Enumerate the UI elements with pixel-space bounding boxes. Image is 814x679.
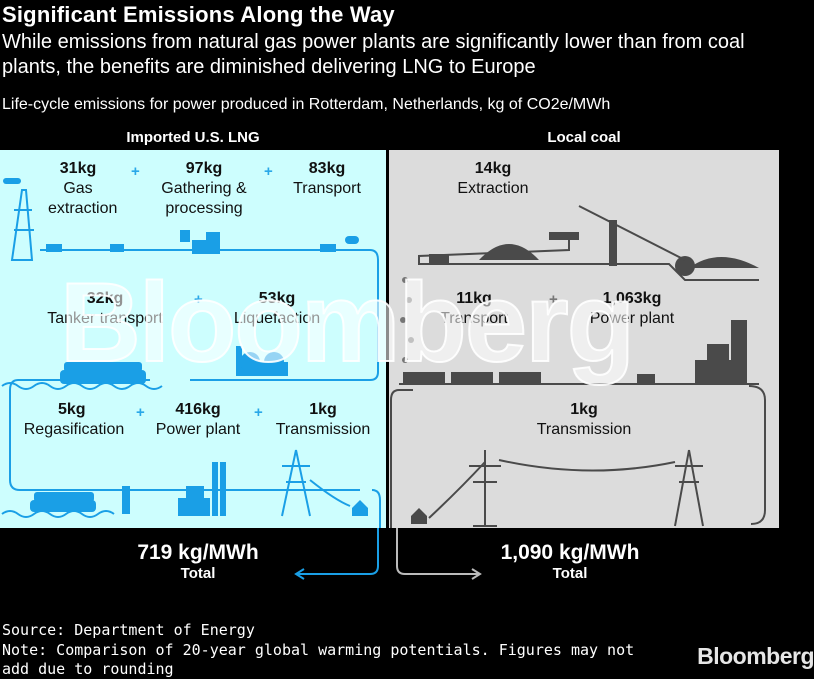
coal-total-label: Total	[552, 565, 588, 582]
coal-illustration	[390, 205, 766, 528]
cloud-icon	[3, 178, 21, 184]
stage-value: 14kg	[474, 160, 512, 177]
lng-total-value: 719 kg/MWh	[137, 541, 259, 564]
transmission-tower-icon	[281, 449, 351, 517]
coal-power-plant-icon	[695, 360, 735, 384]
house-icon	[411, 508, 427, 524]
stage-label: Tanker transport	[47, 310, 163, 327]
stage-value: 32kg	[86, 290, 124, 307]
pipeline-flow-line	[40, 249, 379, 381]
lng-stage-transmission: 1kg Transmission	[268, 400, 378, 440]
plus-sign: +	[194, 291, 203, 308]
coal-panel: 14kg Extraction 11kg Transport + 1,063kg…	[389, 150, 779, 528]
plus-sign: +	[254, 404, 263, 421]
chart-subtitle: While emissions from natural gas power p…	[2, 31, 745, 78]
coal-stage-power-plant: 1,063kg Power plant	[579, 289, 685, 329]
ground-line	[418, 236, 759, 281]
plus-sign: +	[549, 291, 558, 308]
lng-stage-power-plant: 416kg Power plant	[148, 400, 248, 440]
coal-stage-transport: 11kg Transport	[429, 289, 519, 329]
stage-label: Transport	[293, 180, 361, 197]
footnote: Note: Comparison of 20-year global warmi…	[2, 641, 635, 678]
lng-heading: Imported U.S. LNG	[126, 129, 260, 146]
chart-title: Significant Emissions Along the Way	[2, 2, 395, 27]
lng-illustration	[1, 178, 381, 528]
stage-label: Gathering & processing	[161, 180, 247, 217]
stage-value: 5kg	[58, 401, 86, 418]
processing-plant-icon	[192, 240, 220, 254]
coal-stage-extraction: 14kg Extraction	[441, 159, 545, 199]
flow-arrow-line	[390, 389, 413, 528]
lng-stage-gathering: 97kg Gathering & processing	[148, 159, 260, 219]
lng-total-arrow	[298, 528, 379, 575]
lng-stage-liquefaction: 53kg Liquefaction	[222, 289, 332, 329]
stage-label: Power plant	[155, 421, 241, 438]
stage-value: 11kg	[456, 290, 492, 307]
coal-total: 1,090 kg/MWh Total	[490, 541, 650, 582]
total-arrows	[294, 528, 482, 580]
stage-label: Gas extraction	[48, 180, 118, 217]
stage-value: 1kg	[309, 401, 337, 418]
units-caption: Life-cycle emissions for power produced …	[2, 96, 611, 113]
stage-label: Liquefaction	[233, 310, 321, 327]
pipeline-flow-line-lower	[9, 379, 360, 491]
lng-total-label: Total	[180, 565, 216, 582]
source-note: Source: Department of Energy	[2, 621, 255, 639]
excavator-wheel-icon	[675, 256, 695, 276]
lng-stage-tanker: 32kg Tanker transport	[32, 289, 178, 329]
flow-arrow-line	[371, 489, 381, 528]
stage-value: 1kg	[570, 401, 598, 418]
plus-sign: +	[264, 163, 273, 180]
stage-label: Power plant	[589, 310, 675, 327]
oil-derrick-icon	[10, 189, 34, 261]
stage-value: 416kg	[175, 401, 221, 418]
stage-value: 83kg	[308, 160, 346, 177]
coal-total-value: 1,090 kg/MWh	[500, 541, 640, 564]
excavator-arm-line	[578, 205, 686, 261]
stage-label: Transmission	[275, 421, 371, 438]
regasification-ship-icon	[30, 500, 96, 512]
coal-heading: Local coal	[547, 129, 621, 146]
stage-value: 31kg	[59, 160, 97, 177]
lng-stage-regasification: 5kg Regasification	[12, 400, 136, 440]
plus-sign: +	[136, 404, 145, 421]
water-waves-lower	[1, 510, 115, 518]
lng-stage-gas-extraction: 31kg Gas extraction	[32, 159, 124, 219]
transmission-tower-icon	[469, 450, 501, 527]
stage-value: 53kg	[258, 290, 296, 307]
lng-tanker-icon	[60, 370, 146, 384]
stage-value: 97kg	[185, 160, 223, 177]
stage-label: Regasification	[23, 421, 125, 438]
bloomberg-logo: Bloomberg	[697, 643, 814, 669]
stage-label: Transmission	[536, 421, 632, 438]
lng-stage-transport: 83kg Transport	[282, 159, 372, 199]
plus-sign: +	[131, 163, 140, 180]
lng-total: 719 kg/MWh Total	[108, 541, 288, 582]
coal-train-icon	[403, 372, 445, 384]
water-waves	[1, 382, 163, 390]
stage-label: Transport	[440, 310, 508, 327]
lng-panel: 31kg Gas extraction + 97kg Gathering & p…	[0, 150, 386, 528]
stage-value: 1,063kg	[602, 290, 662, 307]
coal-total-arrow	[396, 528, 478, 575]
stage-label: Extraction	[457, 180, 529, 197]
house-icon	[352, 500, 368, 516]
coal-stage-transmission: 1kg Transmission	[529, 400, 639, 440]
lng-power-plant-icon	[122, 486, 130, 514]
